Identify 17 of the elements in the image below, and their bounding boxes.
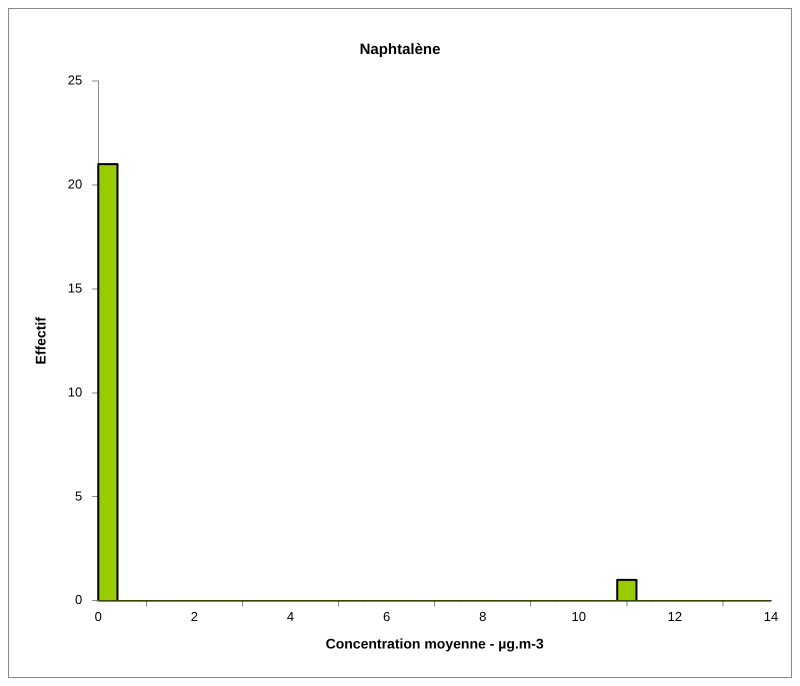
y-tick-label: 10 xyxy=(68,384,82,400)
x-tick-label: 4 xyxy=(286,608,294,624)
x-tick-label: 6 xyxy=(382,608,390,624)
y-tick-label: 15 xyxy=(68,280,82,296)
x-tick-label: 12 xyxy=(668,608,682,624)
x-tick-label: 10 xyxy=(572,608,586,624)
chart-title: Naphtalène xyxy=(360,41,440,58)
x-tick-label: 2 xyxy=(190,608,198,624)
x-tick-label: 0 xyxy=(94,608,102,624)
y-tick-label: 5 xyxy=(75,488,82,504)
y-axis-title: Effectif xyxy=(32,316,48,365)
y-tick-label: 25 xyxy=(68,72,82,88)
y-tick-label: 20 xyxy=(68,176,82,192)
x-tick-label: 8 xyxy=(479,608,486,624)
y-tick-label: 0 xyxy=(75,592,82,608)
x-tick-label: 14 xyxy=(764,608,778,624)
x-axis-title: Concentration moyenne - µg.m-3 xyxy=(326,635,544,652)
